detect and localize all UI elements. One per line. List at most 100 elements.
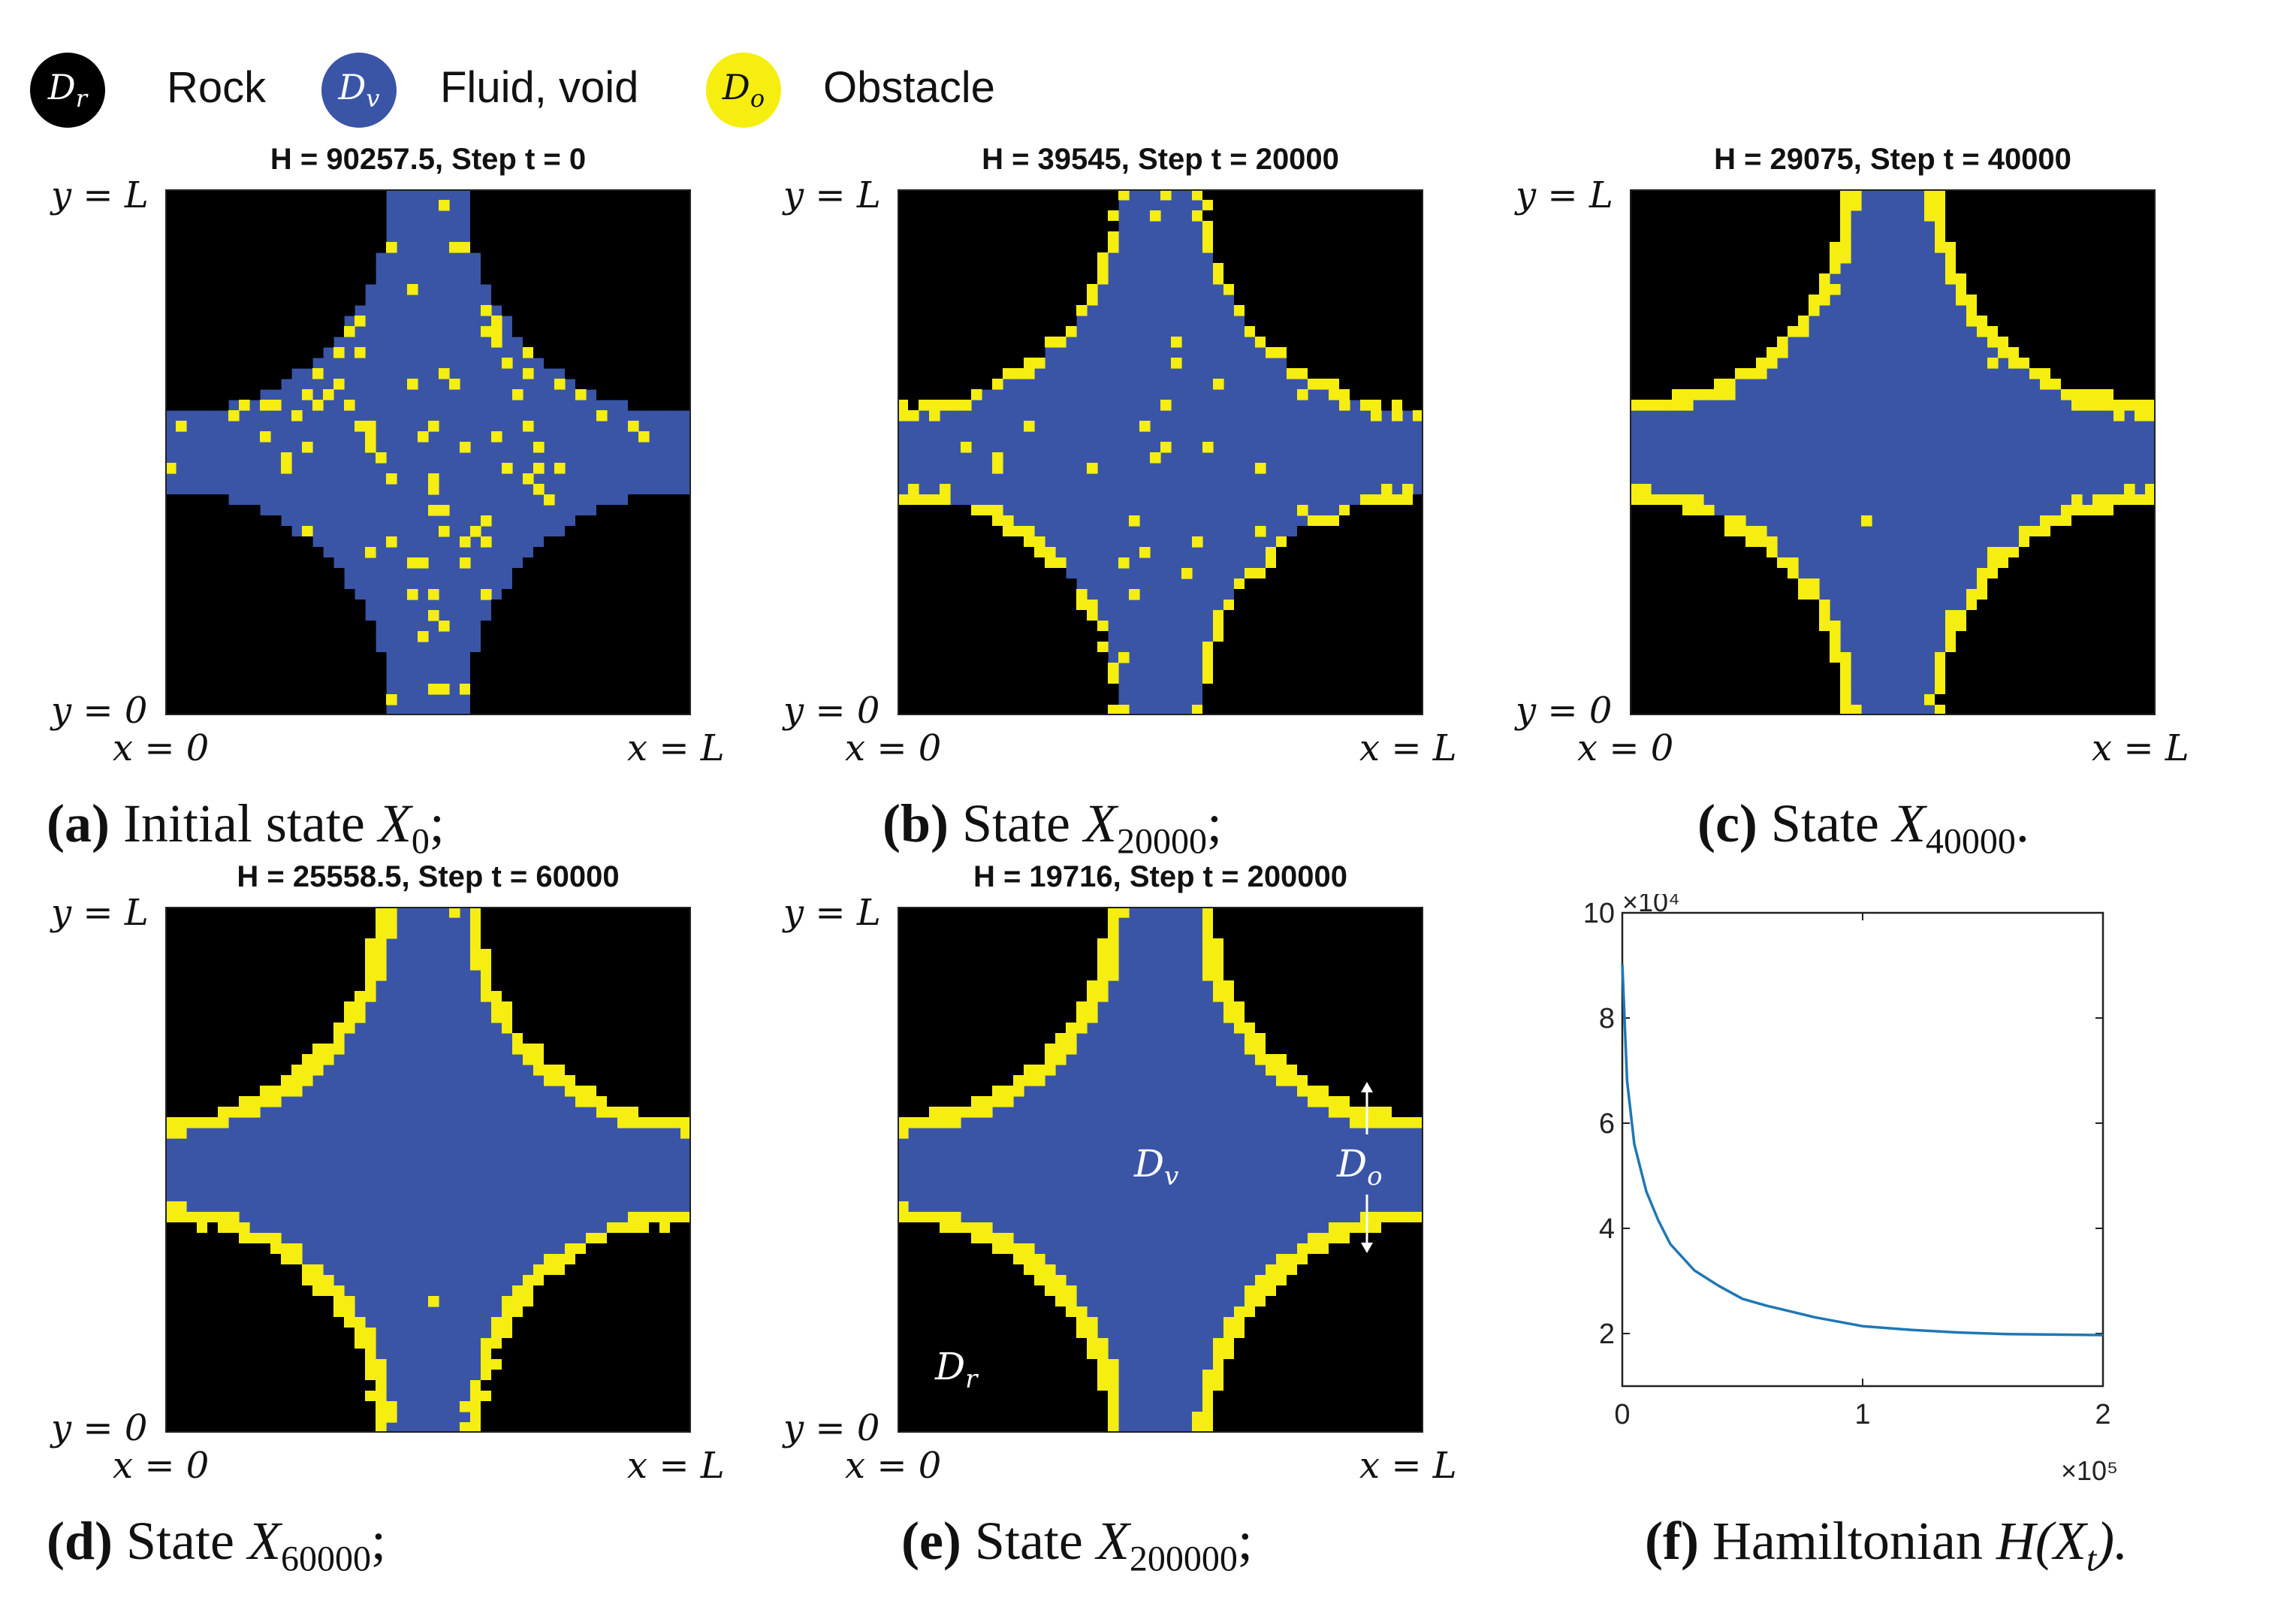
rock-cell xyxy=(1266,589,1277,600)
rock-cell xyxy=(1672,379,1683,390)
rock-cell xyxy=(1630,305,1641,316)
rock-cell xyxy=(2145,337,2156,348)
rock-cell xyxy=(1745,578,1757,590)
rock-cell xyxy=(919,242,930,253)
obstacle-cell xyxy=(1371,410,1382,421)
obstacle-cell xyxy=(449,242,460,253)
obstacle-cell xyxy=(491,326,502,337)
rock-cell xyxy=(982,252,993,264)
obstacle-cell xyxy=(376,970,387,981)
obstacle-cell xyxy=(1830,621,1841,632)
rock-cell xyxy=(1045,231,1056,243)
rock-cell xyxy=(1966,231,1978,243)
rock-cell xyxy=(533,621,545,632)
rock-cell xyxy=(544,684,555,695)
rock-cell xyxy=(596,242,608,253)
rock-cell xyxy=(898,189,909,201)
rock-cell xyxy=(1339,673,1350,684)
grid-border xyxy=(1630,189,2156,715)
obstacle-cell xyxy=(533,484,545,495)
rock-cell xyxy=(1371,652,1382,663)
rock-cell xyxy=(1013,684,1024,695)
rock-cell xyxy=(565,536,576,548)
rock-cell xyxy=(638,326,650,337)
rock-cell xyxy=(1013,600,1024,611)
rock-cell xyxy=(1630,200,1641,211)
rock-cell xyxy=(239,505,250,516)
rock-cell xyxy=(659,242,671,253)
rock-cell xyxy=(575,652,587,663)
obstacle-cell xyxy=(523,473,534,485)
rock-cell xyxy=(1798,273,1809,285)
rock-cell xyxy=(1003,631,1014,642)
rock-cell xyxy=(197,578,208,590)
rock-cell xyxy=(680,621,691,632)
rock-cell xyxy=(670,949,681,960)
rock-cell xyxy=(1651,557,1662,569)
rock-cell xyxy=(1024,568,1035,579)
rock-cell xyxy=(1276,305,1287,316)
rock-cell xyxy=(1640,642,1652,653)
rock-cell xyxy=(1329,621,1340,632)
rock-cell xyxy=(2008,568,2020,579)
rock-cell xyxy=(186,231,198,243)
rock-cell xyxy=(1672,515,1683,527)
rock-cell xyxy=(1798,673,1809,684)
rock-cell xyxy=(1024,684,1035,695)
rock-cell xyxy=(1402,189,1414,201)
rock-cell xyxy=(982,326,993,337)
rock-cell xyxy=(1360,337,1371,348)
rock-cell xyxy=(1402,358,1414,369)
rock-cell xyxy=(533,273,545,285)
rock-cell xyxy=(481,917,492,929)
obstacle-cell xyxy=(1798,589,1809,600)
rock-cell xyxy=(1693,600,1704,611)
rock-cell xyxy=(470,189,481,201)
rock-cell xyxy=(680,326,691,337)
obstacle-cell xyxy=(1413,410,1423,421)
rock-cell xyxy=(607,273,618,285)
rock-cell xyxy=(165,326,176,337)
rock-cell xyxy=(1777,252,1788,264)
rock-cell xyxy=(1977,673,1988,684)
rock-cell xyxy=(1360,684,1371,695)
rock-cell xyxy=(596,231,608,243)
obstacle-cell xyxy=(1097,252,1109,264)
rock-cell xyxy=(2103,252,2114,264)
rock-cell xyxy=(554,1023,566,1034)
rock-cell xyxy=(239,663,250,674)
rock-cell xyxy=(919,557,930,569)
rock-cell xyxy=(270,991,282,1002)
rock-cell xyxy=(607,526,618,537)
rock-cell xyxy=(207,284,219,295)
rock-cell xyxy=(186,610,198,621)
rock-cell xyxy=(344,928,355,939)
rock-cell xyxy=(1276,568,1287,579)
rock-cell xyxy=(502,284,513,295)
rock-cell xyxy=(1756,631,1767,642)
rock-cell xyxy=(1055,295,1067,306)
rock-cell xyxy=(512,652,523,663)
rock-cell xyxy=(617,536,629,548)
rock-cell xyxy=(638,295,650,306)
rock-cell xyxy=(260,1023,271,1034)
rock-cell xyxy=(1777,684,1788,695)
rock-cell xyxy=(982,242,993,253)
caption-a: (a) Initial state X0; xyxy=(47,793,445,862)
rock-cell xyxy=(165,557,176,569)
rock-cell xyxy=(491,189,502,201)
rock-cell xyxy=(596,949,608,960)
rock-cell xyxy=(1682,326,1694,337)
obstacle-cell xyxy=(1329,389,1340,400)
rock-cell xyxy=(1714,200,1725,211)
rock-cell xyxy=(1661,547,1673,558)
rock-cell xyxy=(961,600,972,611)
rock-cell xyxy=(1045,589,1056,600)
rock-cell xyxy=(1767,252,1778,264)
rock-cell xyxy=(1714,652,1725,663)
rock-cell xyxy=(197,347,208,358)
rock-cell xyxy=(218,1012,229,1023)
rock-cell xyxy=(260,547,271,558)
rock-cell xyxy=(919,631,930,642)
obstacle-cell xyxy=(439,621,450,632)
